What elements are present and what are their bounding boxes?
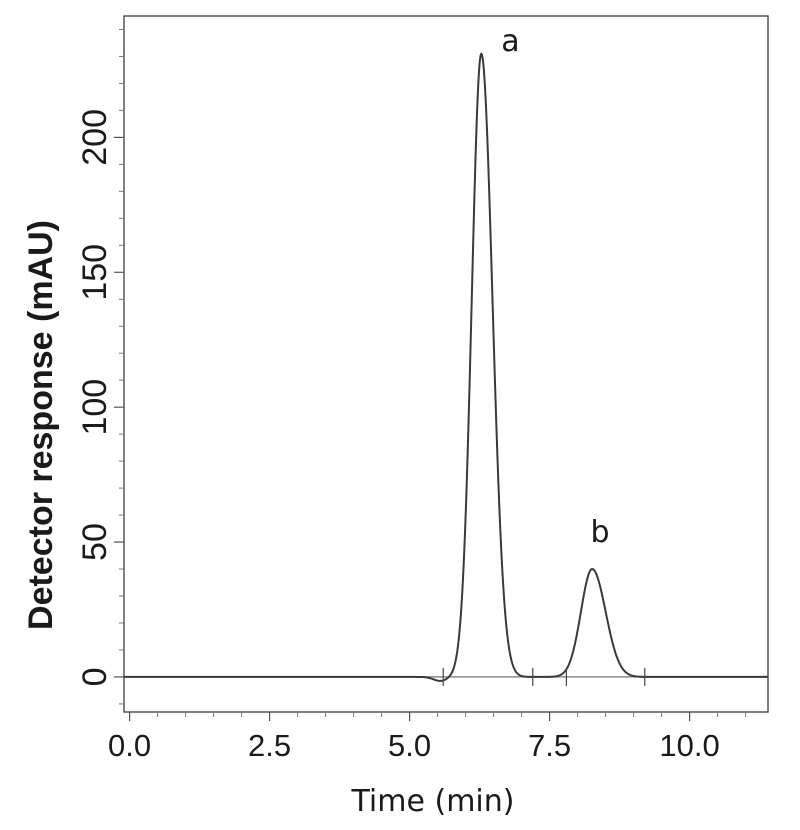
y-axis-label: Detector response (mAU) — [22, 220, 60, 630]
x-tick-label: 7.5 — [528, 728, 571, 763]
y-tick-label: 0 — [76, 667, 114, 686]
x-tick-label: 10.0 — [659, 728, 719, 763]
x-tick-label: 0.0 — [108, 728, 151, 763]
peak-label-a: a — [501, 24, 519, 59]
plot-frame — [123, 15, 769, 713]
x-tick-label: 2.5 — [248, 728, 291, 763]
peak-label-b: b — [590, 515, 609, 550]
ticks-layer — [114, 28, 747, 721]
plot-area — [123, 15, 769, 713]
x-tick-label: 5.0 — [388, 728, 431, 763]
y-tick-label: 200 — [76, 109, 114, 166]
x-axis-label: Time (min) — [351, 784, 515, 819]
y-tick-label: 150 — [76, 244, 114, 301]
y-tick-label: 50 — [76, 523, 114, 561]
y-tick-label: 100 — [76, 379, 114, 436]
labels-layer: 0 50 100 150 200 0.0 2.5 5.0 7.5 10.0 a b — [76, 24, 720, 763]
chromatogram-trace — [124, 52, 768, 682]
